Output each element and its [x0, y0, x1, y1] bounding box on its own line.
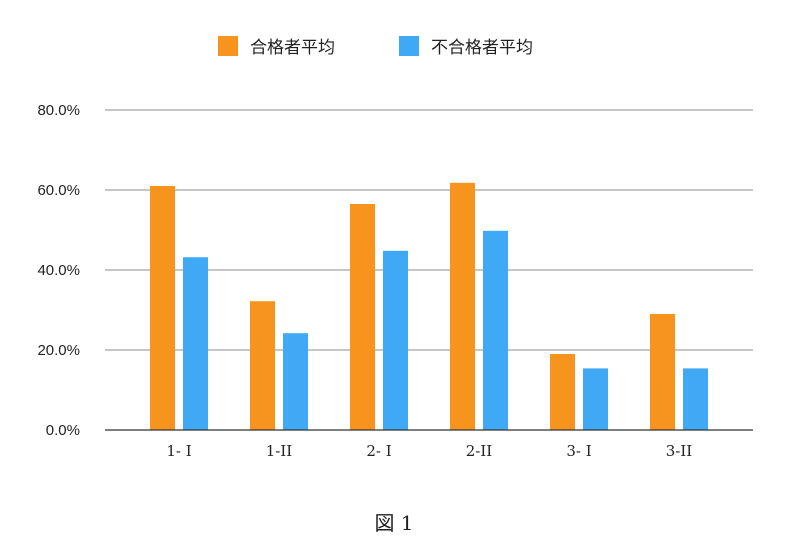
bar-series-1-6 [650, 314, 675, 430]
legend: 合格者平均 不合格者平均 [218, 36, 533, 58]
legend-swatch-1 [218, 36, 238, 56]
x-tick-label: 2- I [366, 442, 391, 460]
legend-swatch-2 [399, 36, 419, 56]
bars [150, 182, 708, 430]
x-axis-ticks: 1- I 1-II 2- I 2-II 3- I 3-II [166, 442, 692, 460]
x-tick-label: 3- I [566, 442, 591, 460]
x-tick-label: 2-II [466, 442, 493, 460]
bar-series-2-2 [283, 333, 308, 430]
bar-series-2-4 [483, 230, 508, 430]
x-tick-label: 1-II [266, 442, 293, 460]
bar-series-2-5 [583, 368, 608, 430]
bar-series-1-4 [450, 182, 475, 430]
bar-series-2-6 [683, 368, 708, 430]
bar-series-2-1 [183, 257, 208, 430]
y-tick-label: 40.0% [37, 262, 80, 279]
y-tick-label: 80.0% [37, 102, 80, 119]
y-tick-label: 60.0% [37, 182, 80, 199]
gridlines [105, 109, 753, 351]
bar-series-1-5 [550, 354, 575, 430]
bar-series-1-1 [150, 186, 175, 430]
x-tick-label: 3-II [666, 442, 693, 460]
y-tick-label: 0.0% [46, 422, 80, 439]
y-tick-label: 20.0% [37, 342, 80, 359]
legend-label-2: 不合格者平均 [431, 38, 533, 58]
bar-series-2-3 [383, 250, 408, 430]
x-tick-label: 1- I [166, 442, 191, 460]
y-axis-ticks: 0.0% 20.0% 40.0% 60.0% 80.0% [37, 102, 80, 439]
figure-caption: 図 1 [374, 511, 413, 535]
legend-label-1: 合格者平均 [250, 38, 335, 58]
bar-series-1-2 [250, 301, 275, 430]
bar-series-1-3 [350, 204, 375, 430]
